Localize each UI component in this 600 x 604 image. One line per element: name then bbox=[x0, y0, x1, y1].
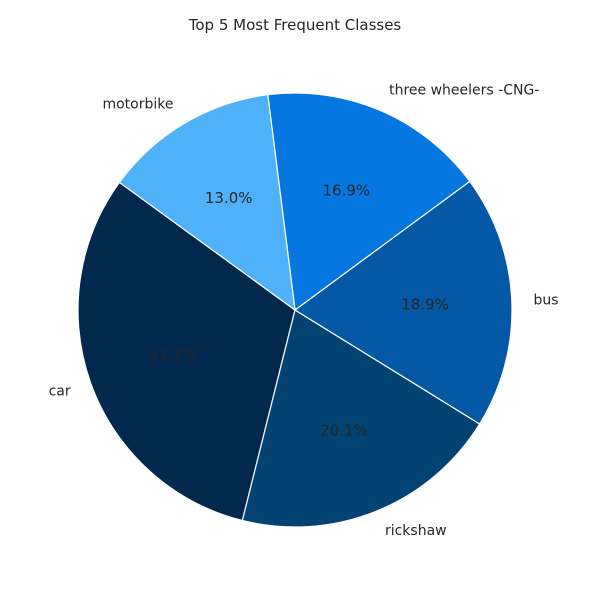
slice-label-bus: bus bbox=[534, 292, 559, 308]
pct-label-three-wheelers-cng: 16.9% bbox=[323, 181, 371, 199]
slice-label-rickshaw: rickshaw bbox=[385, 523, 447, 539]
slice-label-motorbike: motorbike bbox=[102, 97, 173, 113]
slice-label-car: car bbox=[49, 384, 71, 400]
pie-labels: car 31.1% rickshaw 20.1% bus 18.9% three wheel… bbox=[49, 83, 559, 539]
pie-slice-bus bbox=[294, 180, 513, 425]
chart-title: Top 5 Most Frequent Classes bbox=[188, 16, 402, 34]
pct-label-car: 31.1% bbox=[149, 345, 197, 363]
pie-slice-motorbike bbox=[118, 94, 296, 311]
pct-label-bus: 18.9% bbox=[401, 296, 449, 314]
pct-label-motorbike: 13.0% bbox=[205, 189, 253, 207]
pie-slices bbox=[77, 92, 513, 528]
pct-label-rickshaw: 20.1% bbox=[320, 422, 368, 440]
pie-slice-car bbox=[77, 181, 296, 522]
slice-label-three-wheelers-cng: three wheelers -CNG- bbox=[389, 83, 539, 99]
pie-slice-three-wheelers-cng bbox=[267, 92, 471, 311]
pie-slice-rickshaw bbox=[241, 309, 481, 528]
